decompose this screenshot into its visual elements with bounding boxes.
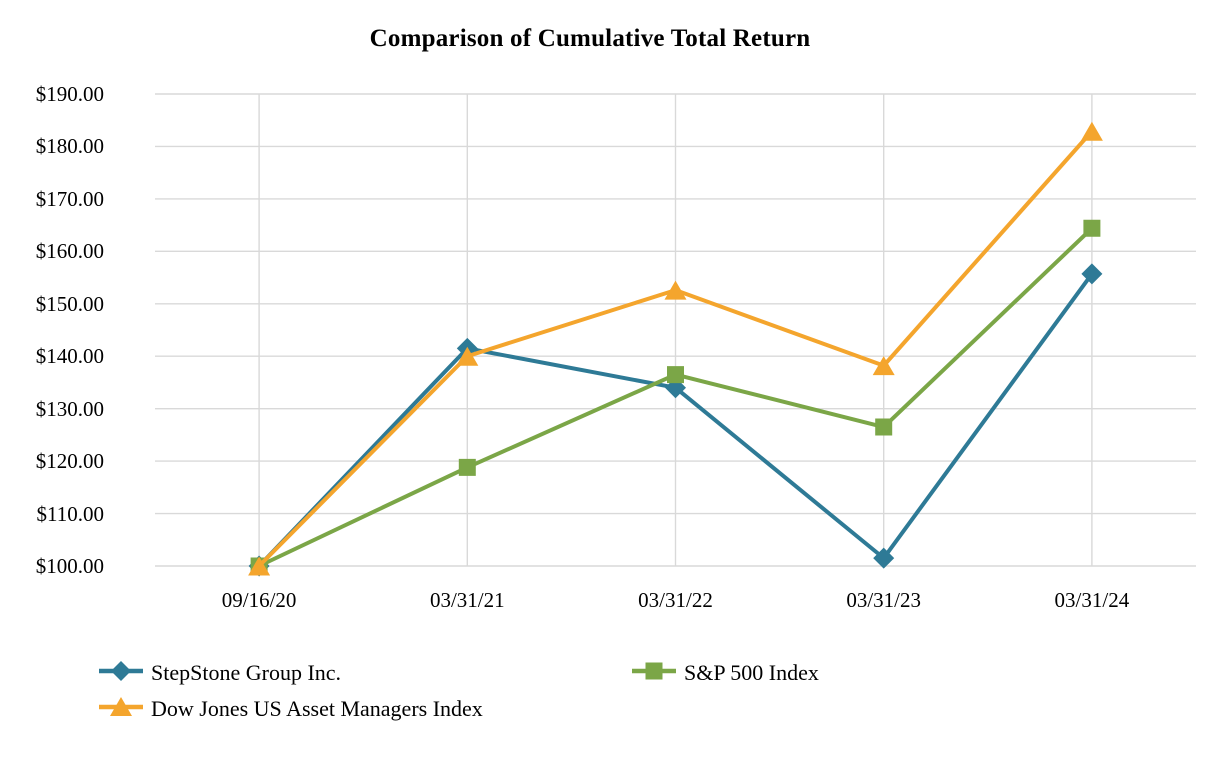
legend-label: Dow Jones US Asset Managers Index — [151, 696, 483, 721]
series-1-square-marker — [458, 458, 476, 476]
series-2-triangle-marker — [456, 346, 479, 366]
y-axis-tick-label: $170.00 — [35, 186, 104, 211]
y-axis-tick-label: $110.00 — [36, 501, 104, 526]
series-2-triangle-marker — [1080, 121, 1103, 141]
legend-item-dow-jones-us-asset-managers-index: Dow Jones US Asset Managers Index — [98, 694, 483, 724]
legend-label: S&P 500 Index — [684, 660, 819, 685]
series-0-diamond-marker — [873, 547, 895, 569]
series-2-triangle-marker — [248, 556, 271, 576]
x-axis-tick-label: 03/31/23 — [846, 588, 922, 612]
x-axis-tick-label: 03/31/22 — [638, 588, 713, 612]
chart-title: Comparison of Cumulative Total Return — [369, 25, 811, 52]
y-axis-tick-label: $140.00 — [35, 344, 104, 369]
line-chart-plot — [155, 93, 1196, 577]
x-axis-tick-label: 03/31/21 — [429, 588, 505, 612]
dow-jones-triangle-legend-icon — [98, 693, 144, 726]
y-axis-tick-label: $100.00 — [35, 554, 104, 578]
legend-label: StepStone Group Inc. — [151, 660, 342, 685]
y-axis-tick-label: $180.00 — [35, 134, 104, 159]
sp500-square-legend-icon — [631, 657, 677, 690]
series-1-square-marker — [875, 418, 893, 436]
legend-item-stepstone-group-inc: StepStone Group Inc. — [98, 658, 341, 688]
legend-item-sp-500-index: S&P 500 Index — [631, 658, 819, 688]
series-0-diamond-marker — [1081, 263, 1103, 285]
series-2-triangle-marker — [664, 280, 687, 300]
stepstone-diamond-legend-icon — [98, 657, 144, 690]
x-axis-tick-label: 09/16/20 — [221, 588, 297, 612]
series-1-square-marker — [667, 366, 684, 384]
series-2-triangle-marker — [872, 356, 895, 376]
series-1-square-marker — [1083, 219, 1101, 237]
y-axis-tick-label: $150.00 — [35, 291, 104, 316]
x-axis-tick-label: 03/31/24 — [1054, 588, 1130, 612]
y-axis-tick-label: $160.00 — [35, 239, 104, 264]
y-axis-tick-label: $190.00 — [35, 82, 104, 106]
y-axis-tick-label: $120.00 — [35, 449, 104, 474]
y-axis-tick-label: $130.00 — [35, 396, 104, 421]
